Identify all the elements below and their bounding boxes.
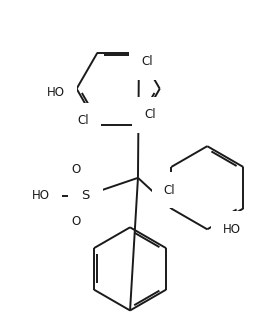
- Text: HO: HO: [47, 86, 65, 99]
- Text: HO: HO: [32, 189, 50, 202]
- Text: S: S: [81, 189, 90, 202]
- Text: Cl: Cl: [163, 184, 175, 197]
- Text: O: O: [71, 215, 80, 228]
- Text: Cl: Cl: [78, 114, 89, 127]
- Text: O: O: [71, 163, 80, 176]
- Text: Cl: Cl: [144, 108, 156, 121]
- Text: HO: HO: [223, 223, 241, 236]
- Text: Cl: Cl: [141, 55, 153, 68]
